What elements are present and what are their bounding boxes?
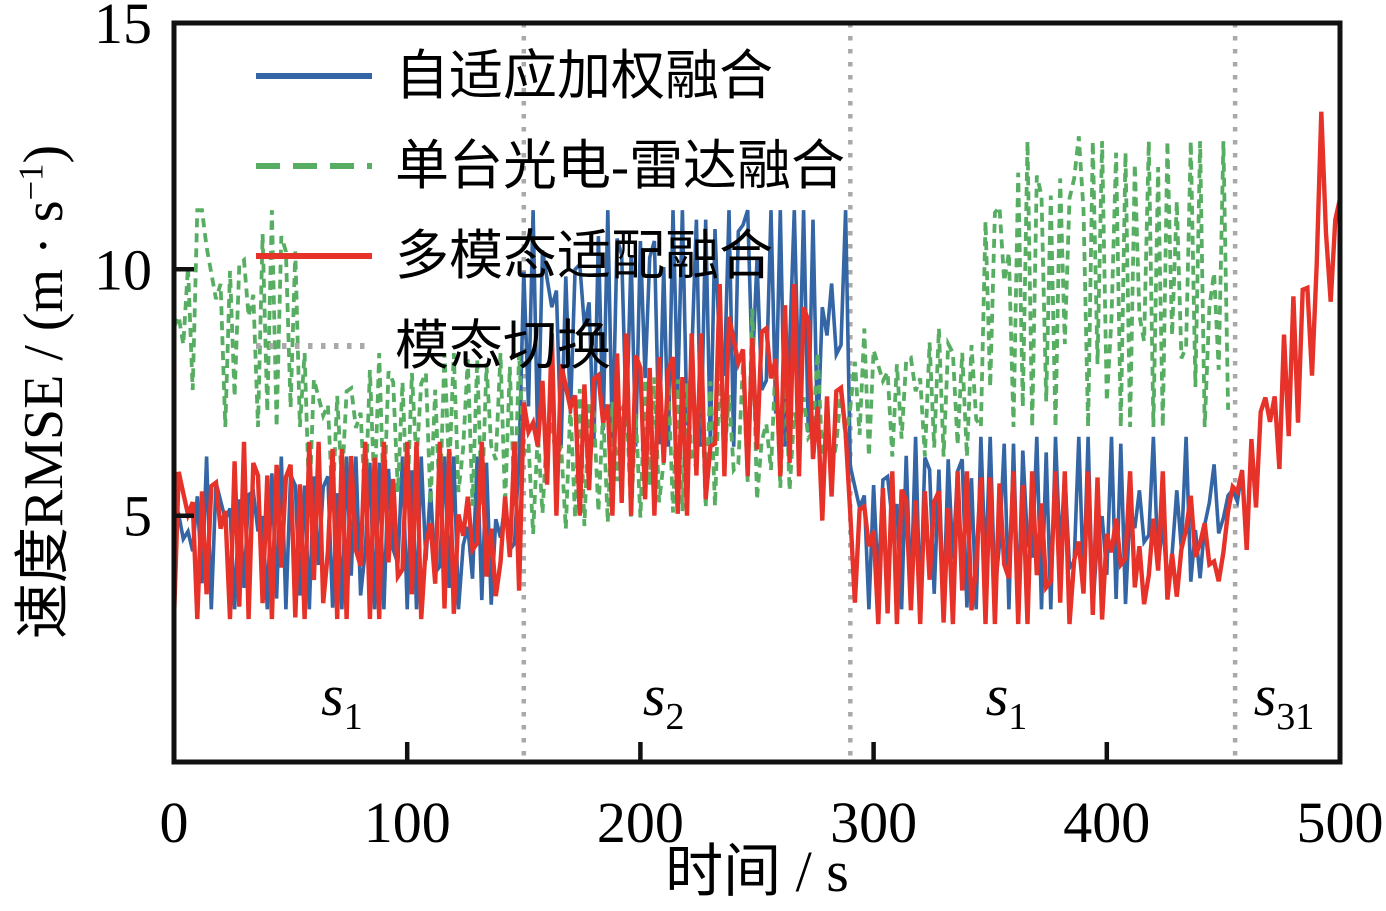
legend-label: 单台光电-雷达融合: [395, 136, 845, 196]
y-axis-title-text: 速度RMSE / (m · s: [13, 200, 76, 640]
segment-label: s1: [986, 663, 1028, 738]
legend-item-adaptive-weighted-fusion: 自适应加权融合: [253, 44, 773, 108]
legend-label: 模态切换: [395, 316, 611, 376]
y-tick-label: 10: [94, 237, 152, 302]
y-axis-title-close: ): [13, 144, 76, 164]
x-tick-label: 100: [364, 790, 451, 855]
legend-item-multimodal-adaptive-fusion: 多模态适配融合: [253, 224, 773, 288]
series-single-eo-radar-fusion-line: [174, 136, 1230, 534]
y-tick-label: 15: [94, 0, 152, 56]
segment-label: s31: [1254, 663, 1315, 738]
legend-line-blue-solid-icon: [256, 73, 372, 79]
y-axis-title: 速度RMSE / (m · s−1): [11, 144, 76, 640]
legend-label: 自适应加权融合: [395, 46, 773, 106]
x-tick-label: 200: [597, 790, 684, 855]
x-tick-label: 0: [160, 790, 189, 855]
plot-border: [171, 20, 1343, 765]
x-axis-title: 时间 / s: [665, 839, 849, 904]
legend-item-mode-switch: 模态切换: [253, 314, 611, 378]
y-tick-label: 5: [123, 484, 152, 549]
legend-line-red-solid-icon: [256, 253, 372, 259]
legend-label: 多模态适配融合: [395, 226, 773, 286]
legend: 自适应加权融合 单台光电-雷达融合 多模态适配融合 模态切换: [253, 0, 1173, 420]
x-tick-label: 400: [1063, 790, 1150, 855]
legend-item-single-eo-radar-fusion: 单台光电-雷达融合: [253, 134, 845, 198]
legend-line-gray-dotted-icon: [256, 343, 372, 349]
segment-label: s2: [643, 663, 685, 738]
y-axis-title-superscript: −1: [11, 163, 51, 201]
legend-line-green-dashed-icon: [256, 163, 372, 169]
segment-label: s1: [321, 663, 363, 738]
x-tick-label: 500: [1297, 790, 1384, 855]
series-multimodal-adaptive-fusion-line: [174, 111, 1340, 625]
x-tick-label: 300: [830, 790, 917, 855]
